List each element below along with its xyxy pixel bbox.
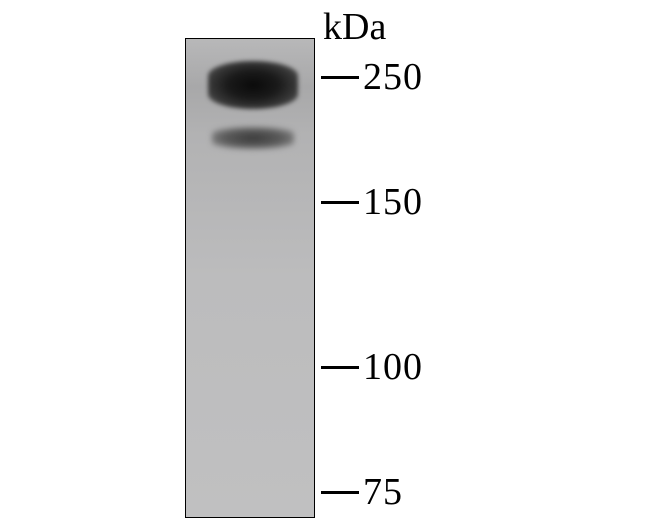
unit-label: kDa (323, 5, 386, 49)
marker-tick (321, 491, 359, 494)
marker-100: 100 (321, 345, 423, 389)
marker-label: 250 (363, 55, 423, 99)
marker-tick (321, 201, 359, 204)
marker-250: 250 (321, 55, 423, 99)
marker-tick (321, 76, 359, 79)
western-blot-figure: { "blot": { "type": "western-blot", "lan… (0, 0, 650, 520)
marker-label: 75 (363, 470, 403, 514)
marker-label: 150 (363, 180, 423, 224)
marker-150: 150 (321, 180, 423, 224)
lane-background (186, 39, 314, 517)
marker-75: 75 (321, 470, 403, 514)
marker-label: 100 (363, 345, 423, 389)
band-secondary (212, 127, 294, 149)
blot-lane (185, 38, 315, 518)
marker-tick (321, 366, 359, 369)
band-main (208, 61, 298, 109)
